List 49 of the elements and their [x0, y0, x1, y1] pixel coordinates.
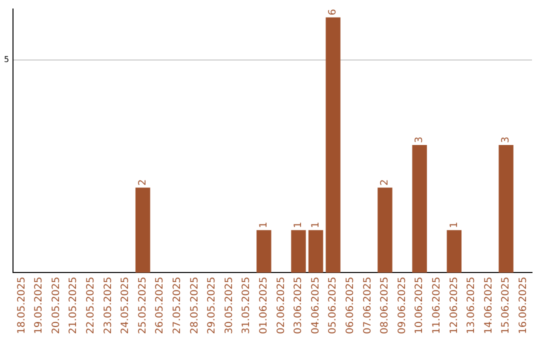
x-tick-label: 20.05.2025	[50, 276, 62, 334]
x-tick-label: 18.05.2025	[16, 276, 28, 334]
data-label: 1	[293, 222, 304, 228]
x-tick-label: 30.05.2025	[224, 276, 235, 334]
bar	[135, 188, 150, 273]
bar	[326, 17, 340, 273]
bar	[291, 230, 306, 273]
data-label: 2	[137, 179, 148, 186]
x-tick-label: 26.05.2025	[154, 276, 166, 334]
bar	[308, 230, 324, 273]
x-tick-label: 14.06.2025	[483, 276, 494, 334]
data-label: 3	[414, 136, 426, 144]
bar	[256, 230, 272, 273]
x-tick-label: 31.05.2025	[241, 276, 252, 334]
x-tick-label: 04.06.2025	[310, 276, 322, 334]
x-tick-label: 09.06.2025	[396, 276, 408, 334]
data-label: 1	[310, 222, 322, 228]
x-tick-label: 28.05.2025	[189, 276, 200, 334]
data-label: 3	[500, 136, 512, 144]
data-label: 6	[328, 8, 339, 16]
y-tick-label: 5	[4, 54, 10, 64]
x-tick-label: 08.06.2025	[380, 276, 391, 334]
x-tick-label: 22.05.2025	[86, 276, 97, 334]
x-tick-label: 03.06.2025	[293, 276, 304, 334]
x-tick-label: 11.06.2025	[431, 276, 442, 334]
x-tick-label: 05.06.2025	[328, 276, 339, 334]
x-tick-label: 24.05.2025	[120, 276, 132, 334]
x-tick-label: 02.06.2025	[276, 276, 287, 334]
x-tick-label: 19.05.2025	[34, 276, 45, 334]
x-tick-label: 13.06.2025	[466, 276, 478, 334]
bar	[378, 188, 392, 273]
x-tick-label: 15.06.2025	[500, 276, 512, 334]
bar	[446, 230, 462, 273]
x-tick-label: 07.06.2025	[362, 276, 374, 334]
x-tick-label: 16.06.2025	[518, 276, 529, 334]
x-tick-label: 12.06.2025	[448, 276, 460, 334]
x-tick-label: 21.05.2025	[68, 276, 80, 334]
data-label: 1	[448, 222, 460, 228]
x-tick-label: 10.06.2025	[414, 276, 426, 334]
x-tick-label: 06.06.2025	[344, 276, 356, 334]
bar	[498, 145, 514, 273]
x-tick-label: 01.06.2025	[258, 276, 270, 334]
data-label: 2	[380, 179, 391, 186]
x-tick-label: 23.05.2025	[102, 276, 114, 334]
x-tick-label: 27.05.2025	[172, 276, 184, 334]
x-tick-label: 29.05.2025	[206, 276, 218, 334]
x-tick-label: 25.05.2025	[137, 276, 148, 334]
data-label: 1	[258, 222, 270, 228]
bar	[412, 145, 427, 273]
